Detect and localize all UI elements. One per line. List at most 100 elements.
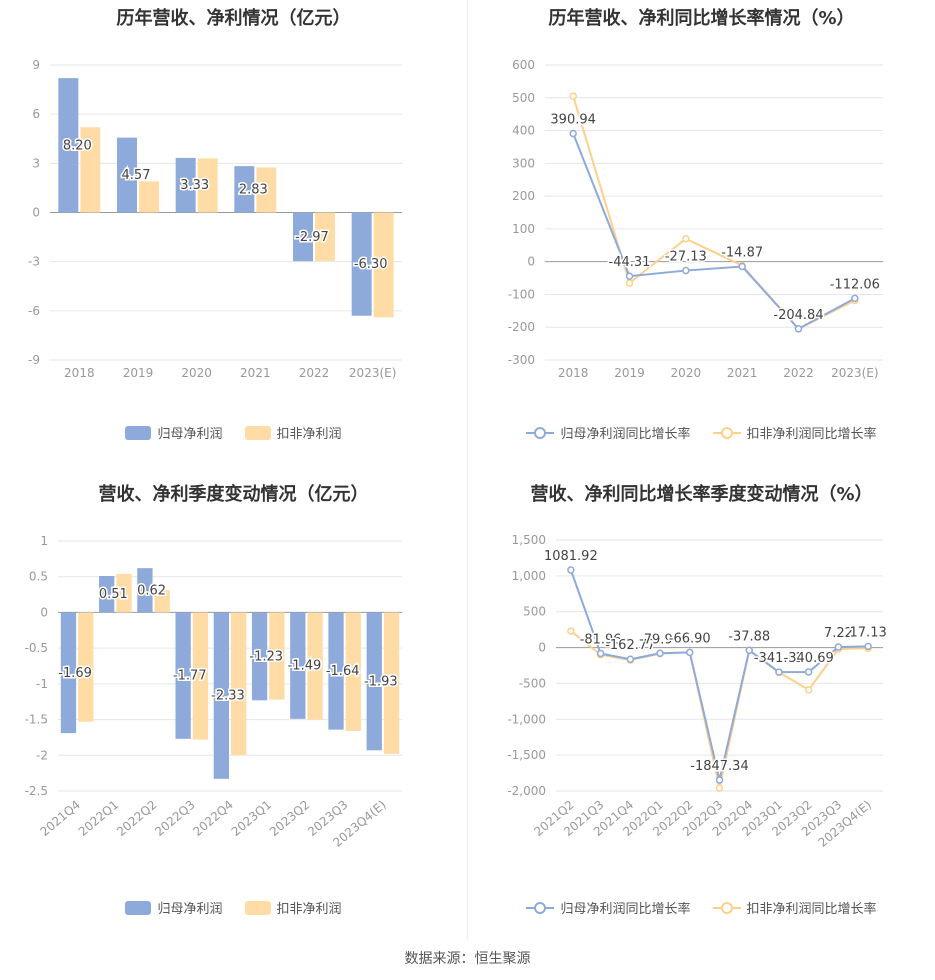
data-label: -1.93 xyxy=(364,674,398,689)
data-label: -81.96 xyxy=(580,632,622,647)
data-point xyxy=(715,776,724,784)
bar xyxy=(293,212,313,262)
bar xyxy=(351,212,372,316)
bar xyxy=(328,612,344,730)
data-point xyxy=(686,648,694,657)
chart-title: 营收、净利季度变动情况（亿元） xyxy=(98,484,369,505)
legend-item-deducted-growth[interactable]: 扣非净利润同比增长率 xyxy=(712,423,877,442)
series-swatch xyxy=(125,900,152,915)
x-tick-label: 2023Q2 xyxy=(267,798,312,839)
data-point xyxy=(715,784,724,792)
legend-label: 归母净利润 xyxy=(157,902,223,917)
quarterly-growth-chart: 1,5001,0005000-500-1,000-1,500-2,0002021… xyxy=(507,533,888,850)
legend-item-parent-growth[interactable]: 归母净利润同比增长率 xyxy=(526,898,691,917)
data-label: 390.94 xyxy=(550,113,596,128)
legend-item-parent-net-profit[interactable]: 归母净利润 xyxy=(125,423,223,442)
legend-label: 归母净利润 xyxy=(157,427,223,442)
bar xyxy=(251,612,268,701)
x-tick-label: 2020 xyxy=(181,366,212,380)
bar xyxy=(231,612,247,756)
annual-profit-chart: 9 6 3 0 -3 -6 -9 2018 2019 2020 2021 2022 2023(E) 8.2… xyxy=(28,58,402,380)
y-tick-label: 0 xyxy=(40,605,48,619)
chart-legend[interactable]: 归母净利润 扣非净利润 xyxy=(0,423,467,442)
legend-item-parent-growth[interactable]: 归母净利润同比增长率 xyxy=(526,423,691,442)
bar xyxy=(137,568,153,613)
legend-item-parent-net-profit[interactable]: 归母净利润 xyxy=(125,898,223,917)
data-point xyxy=(794,325,803,333)
data-label: -341.82 xyxy=(754,651,804,666)
bar xyxy=(307,612,323,720)
y-tick-label: -6 xyxy=(28,304,40,318)
panel-divider xyxy=(467,0,468,940)
data-point xyxy=(851,294,859,303)
y-tick-label: -100 xyxy=(508,287,535,301)
series-swatch xyxy=(526,901,555,915)
bar xyxy=(117,137,137,213)
y-tick-label: 9 xyxy=(32,58,40,72)
y-tick-label: 300 xyxy=(512,156,535,170)
legend-item-deducted-growth[interactable]: 扣非净利润同比增长率 xyxy=(712,898,877,917)
data-label: -27.13 xyxy=(665,250,707,265)
data-label: -6.30 xyxy=(354,257,388,272)
x-tick-label: 2018 xyxy=(64,366,95,380)
data-point xyxy=(738,262,746,271)
data-label: 0.51 xyxy=(99,587,128,602)
data-label: -1.49 xyxy=(288,659,322,674)
bar xyxy=(197,158,218,213)
data-label: -1.77 xyxy=(173,669,207,684)
legend-label: 扣非净利润 xyxy=(276,902,342,917)
chart-title: 历年营收、净利情况（亿元） xyxy=(116,8,351,29)
annual-growth-panel: 历年营收、净利同比增长率情况（%） 600 500 400 300 200 100 0 -10… xyxy=(468,0,935,470)
y-tick-label: 6 xyxy=(32,107,40,121)
data-label: -1.64 xyxy=(326,664,360,679)
bar xyxy=(345,612,361,731)
legend-label: 归母净利润同比增长率 xyxy=(560,427,691,442)
chart-legend[interactable]: 归母净利润 扣非净利润 xyxy=(0,898,467,917)
data-label: -162.77 xyxy=(605,638,655,653)
quarterly-profit-panel: 营收、净利季度变动情况（亿元） 1 0.5 0 -0.5 -1 -1.5 -2 -2.5 202… xyxy=(0,476,467,946)
x-tick-label: 2021 xyxy=(727,366,758,380)
bar xyxy=(269,612,285,700)
data-label: -14.87 xyxy=(721,246,763,261)
data-point xyxy=(804,668,813,676)
bar xyxy=(256,167,277,213)
y-tick-label: 500 xyxy=(523,605,546,619)
y-tick-label: 0 xyxy=(32,206,40,220)
data-point xyxy=(745,646,753,655)
legend-item-deducted-net-profit[interactable]: 扣非净利润 xyxy=(244,898,342,917)
y-tick-label: 0.5 xyxy=(29,570,48,584)
data-label: 8.20 xyxy=(63,138,92,153)
data-point xyxy=(682,234,690,243)
legend-item-deducted-net-profit[interactable]: 扣非净利润 xyxy=(244,423,342,442)
legend-label: 扣非净利润 xyxy=(276,427,342,442)
data-label: -66.90 xyxy=(669,631,711,646)
legend-label: 扣非净利润同比增长率 xyxy=(746,427,877,442)
bar xyxy=(290,612,306,719)
y-tick-label: 1,000 xyxy=(512,569,546,583)
data-label: -2.97 xyxy=(295,230,329,245)
data-source-note: 数据来源：恒生聚源 xyxy=(404,951,531,967)
data-point xyxy=(596,649,605,658)
y-tick-label: -1,000 xyxy=(507,712,546,726)
y-tick-label: -500 xyxy=(519,676,546,690)
legend-label: 扣非净利润同比增长率 xyxy=(746,902,877,917)
chart-legend[interactable]: 归母净利润同比增长率 扣非净利润同比增长率 xyxy=(468,423,935,442)
series-swatch xyxy=(526,426,555,440)
y-tick-label: 500 xyxy=(512,91,535,105)
y-tick-label: -1.5 xyxy=(25,713,48,727)
bar xyxy=(373,212,394,318)
x-tick-label: 2022Q1 xyxy=(76,798,121,839)
y-tick-label: 0 xyxy=(527,255,535,269)
chart-legend[interactable]: 归母净利润同比增长率 扣非净利润同比增长率 xyxy=(468,898,935,917)
data-label: 2.83 xyxy=(239,182,268,197)
y-tick-label: -0.5 xyxy=(25,641,48,655)
data-label: -79.98 xyxy=(639,632,681,647)
data-label: 0.62 xyxy=(137,583,166,598)
x-tick-label: 2021 xyxy=(240,366,271,380)
bar xyxy=(78,612,94,722)
bar xyxy=(58,78,79,213)
x-tick-label: 2023(E) xyxy=(831,366,878,380)
y-tick-label: -2.5 xyxy=(25,784,48,798)
bar xyxy=(175,612,191,739)
data-point xyxy=(625,279,634,287)
